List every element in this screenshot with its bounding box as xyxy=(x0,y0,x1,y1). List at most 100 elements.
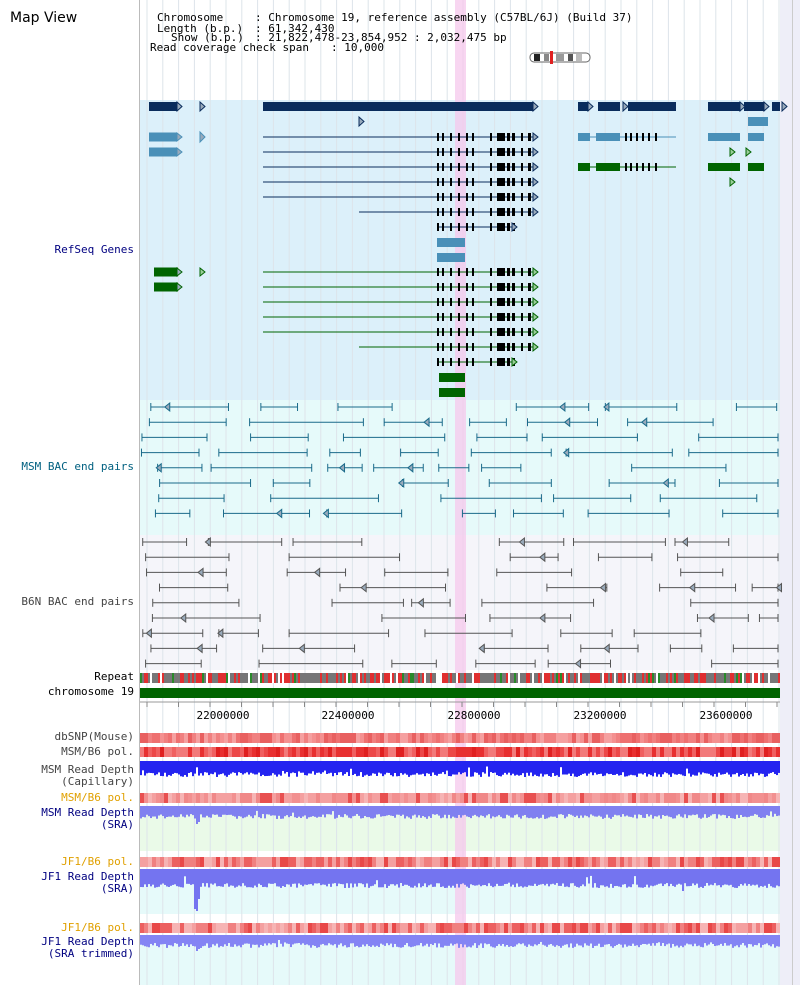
track-label-jf1-b6-pol-trimmed[interactable]: JF1/B6 pol. xyxy=(61,921,134,934)
gene-exon[interactable] xyxy=(149,102,177,111)
gene-exon[interactable] xyxy=(497,178,505,186)
gene-exon[interactable] xyxy=(472,193,474,201)
gene-exon[interactable] xyxy=(578,102,588,111)
gene-exon[interactable] xyxy=(442,133,444,141)
gene-exon[interactable] xyxy=(507,148,510,156)
gene-exon[interactable] xyxy=(458,223,460,231)
gene-exon[interactable] xyxy=(490,208,492,216)
gene-exon[interactable] xyxy=(450,223,452,231)
gene-exon[interactable] xyxy=(512,193,515,201)
gene-exon[interactable] xyxy=(521,178,523,186)
gene-exon[interactable] xyxy=(466,223,468,231)
gene-exon[interactable] xyxy=(154,282,178,292)
gene-exon[interactable] xyxy=(450,148,452,156)
msm-bac-track[interactable] xyxy=(140,401,779,519)
track-label-msm-read-depth-sra[interactable]: MSM Read Depth (SRA) xyxy=(41,806,134,831)
gene-exon[interactable] xyxy=(497,133,505,141)
track-label-repeat[interactable]: Repeat xyxy=(94,670,134,683)
gene-exon[interactable] xyxy=(507,193,510,201)
gene-exon[interactable] xyxy=(512,163,515,171)
track-label-jf1-b6-pol[interactable]: JF1/B6 pol. xyxy=(61,855,134,868)
gene-exon[interactable] xyxy=(442,178,444,186)
gene-exon[interactable] xyxy=(442,223,444,231)
gene-exon[interactable] xyxy=(497,208,505,216)
gene-exon[interactable] xyxy=(490,193,492,201)
gene-exon[interactable] xyxy=(149,147,177,157)
gene-exon[interactable] xyxy=(507,178,510,186)
msm-read-depth-sra-track[interactable] xyxy=(140,806,780,824)
gene-exon[interactable] xyxy=(490,223,492,231)
repeat-track[interactable] xyxy=(140,673,780,683)
jf1-read-depth-sra-track[interactable] xyxy=(140,869,780,911)
gene-exon[interactable] xyxy=(528,148,531,156)
gene-exon[interactable] xyxy=(512,208,515,216)
gene-exon[interactable] xyxy=(497,163,505,171)
track-label-jf1-read-depth-trimmed[interactable]: JF1 Read Depth (SRA trimmed) xyxy=(41,935,134,960)
track-label-msm-bac[interactable]: MSM BAC end pairs xyxy=(21,460,134,473)
gene-exon[interactable] xyxy=(521,133,523,141)
gene-exon[interactable] xyxy=(450,178,452,186)
track-label-b6n-bac[interactable]: B6N BAC end pairs xyxy=(21,595,134,608)
track-label-refseq[interactable]: RefSeq Genes xyxy=(54,243,134,256)
gene-exon[interactable] xyxy=(521,163,523,171)
gene-exon[interactable] xyxy=(528,178,531,186)
gene-exon[interactable] xyxy=(528,163,531,171)
msm-read-depth-capillary-track[interactable] xyxy=(140,761,780,777)
gene-exon[interactable] xyxy=(437,163,439,171)
jf1-read-depth-trimmed-track[interactable] xyxy=(140,935,780,951)
gene-exon[interactable] xyxy=(472,223,474,231)
gene-exon[interactable] xyxy=(521,148,523,156)
track-label-dbsnp[interactable]: dbSNP(Mouse) xyxy=(54,730,134,743)
gene-exon[interactable] xyxy=(507,208,510,216)
gene-exon[interactable] xyxy=(628,102,676,111)
gene-exon[interactable] xyxy=(437,148,439,156)
b6n-bac-track[interactable] xyxy=(142,536,800,669)
gene-exon[interactable] xyxy=(466,193,468,201)
gene-exon[interactable] xyxy=(442,163,444,171)
gene-exon[interactable] xyxy=(450,133,452,141)
gene-exon[interactable] xyxy=(507,223,510,231)
gene-exon[interactable] xyxy=(490,133,492,141)
jf1-b6-pol-trimmed-track[interactable] xyxy=(140,923,780,933)
gene-exon[interactable] xyxy=(472,163,474,171)
gene-exon[interactable] xyxy=(472,133,474,141)
track-label-msm-read-depth-capillary[interactable]: MSM Read Depth (Capillary) xyxy=(41,763,134,788)
gene-exon[interactable] xyxy=(512,148,515,156)
gene-exon[interactable] xyxy=(466,208,468,216)
gene-exon[interactable] xyxy=(744,102,764,111)
gene-exon[interactable] xyxy=(437,133,439,141)
gene-exon[interactable] xyxy=(507,133,510,141)
gene-exon[interactable] xyxy=(472,148,474,156)
gene-exon[interactable] xyxy=(466,163,468,171)
gene-exon[interactable] xyxy=(437,193,439,201)
gene-exon[interactable] xyxy=(263,102,533,111)
refseq-gene-track[interactable] xyxy=(149,100,788,397)
gene-exon[interactable] xyxy=(490,163,492,171)
gene-exon[interactable] xyxy=(442,193,444,201)
gene-exon[interactable] xyxy=(598,102,620,111)
gene-exon[interactable] xyxy=(458,178,460,186)
gene-exon[interactable] xyxy=(507,163,510,171)
gene-exon[interactable] xyxy=(442,148,444,156)
gene-exon[interactable] xyxy=(472,178,474,186)
track-label-msm-b6-pol-sra[interactable]: MSM/B6 pol. xyxy=(61,791,134,804)
msm-b6-pol-sra-track[interactable] xyxy=(140,793,780,803)
gene-exon[interactable] xyxy=(466,178,468,186)
gene-exon[interactable] xyxy=(450,163,452,171)
jf1-b6-pol-track[interactable] xyxy=(140,857,780,867)
gene-exon[interactable] xyxy=(466,148,468,156)
gene-exon[interactable] xyxy=(458,208,460,216)
gene-exon[interactable] xyxy=(497,148,505,156)
gene-exon[interactable] xyxy=(458,193,460,201)
gene-exon[interactable] xyxy=(512,178,515,186)
gene-exon[interactable] xyxy=(442,208,444,216)
gene-exon[interactable] xyxy=(521,208,523,216)
gene-exon[interactable] xyxy=(450,193,452,201)
gene-exon[interactable] xyxy=(466,133,468,141)
gene-exon[interactable] xyxy=(450,208,452,216)
chromosome-ideogram[interactable] xyxy=(529,51,591,64)
gene-exon[interactable] xyxy=(458,133,460,141)
gene-exon[interactable] xyxy=(490,178,492,186)
gene-exon[interactable] xyxy=(458,148,460,156)
track-label-jf1-read-depth-sra[interactable]: JF1 Read Depth (SRA) xyxy=(41,870,134,895)
